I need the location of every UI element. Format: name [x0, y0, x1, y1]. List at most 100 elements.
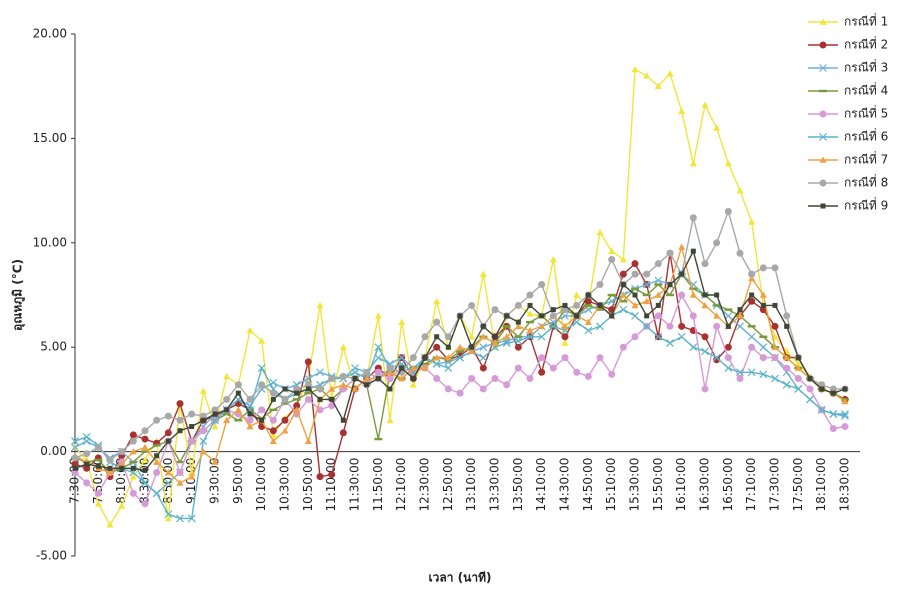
- x-axis-title: เวลา (นาที): [429, 571, 492, 585]
- data-point: [445, 385, 452, 392]
- series-line: [75, 247, 845, 483]
- data-point: [632, 312, 639, 319]
- data-point: [690, 160, 697, 166]
- x-tick-label: 13:10:00: [464, 458, 478, 512]
- data-point: [690, 214, 697, 221]
- legend-label: กรณีที่ 5: [844, 105, 888, 121]
- data-point: [632, 271, 639, 278]
- data-point: [129, 461, 137, 463]
- data-point: [713, 124, 720, 130]
- data-point: [643, 72, 650, 78]
- data-point: [480, 385, 487, 392]
- data-point: [515, 302, 522, 309]
- data-point: [305, 396, 312, 403]
- data-point: [352, 369, 359, 376]
- data-point: [724, 308, 732, 310]
- data-point: [259, 418, 264, 423]
- data-point: [83, 450, 90, 457]
- data-point: [188, 438, 195, 445]
- data-point: [305, 358, 312, 365]
- data-point: [166, 439, 171, 444]
- x-tick-label: 14:10:00: [534, 458, 548, 512]
- x-tick-label: 15:10:00: [604, 458, 618, 512]
- data-point: [573, 369, 580, 376]
- data-point: [200, 427, 207, 434]
- data-point: [633, 293, 638, 298]
- data-point: [830, 425, 837, 432]
- data-point: [83, 433, 90, 440]
- x-tick-label: 11:10:00: [324, 458, 338, 512]
- y-axis-title: อุณหภูมิ (°C): [11, 259, 26, 331]
- data-point: [363, 369, 370, 376]
- data-point: [819, 386, 824, 391]
- data-point: [563, 303, 568, 308]
- x-tick-label: 15:30:00: [628, 458, 642, 512]
- data-point: [737, 323, 744, 330]
- data-point: [667, 70, 674, 76]
- data-point: [388, 386, 393, 391]
- y-tick-label: 10.00: [33, 235, 67, 249]
- legend-label: กรณีที่ 7: [844, 151, 888, 167]
- data-point: [317, 385, 324, 392]
- data-point: [305, 438, 312, 444]
- data-point: [702, 348, 709, 355]
- data-point: [258, 381, 265, 388]
- data-point: [94, 459, 102, 461]
- data-point: [725, 208, 732, 215]
- y-tick-label: 5.00: [40, 340, 67, 354]
- x-tick-label: 18:10:00: [814, 458, 828, 512]
- data-point: [609, 313, 614, 318]
- data-point: [317, 369, 324, 376]
- x-tick-label: 17:10:00: [744, 458, 758, 512]
- series-line: [75, 70, 845, 525]
- data-point: [293, 398, 301, 400]
- data-point: [468, 375, 475, 382]
- data-point: [516, 320, 521, 325]
- x-tick-label: 12:10:00: [394, 458, 408, 512]
- data-point: [655, 260, 662, 267]
- x-tick-label: 18:30:00: [838, 458, 852, 512]
- data-point: [666, 294, 674, 296]
- data-point: [95, 444, 102, 451]
- data-point: [748, 344, 755, 351]
- data-point: [713, 323, 720, 330]
- data-point: [213, 412, 218, 417]
- data-point: [772, 375, 779, 382]
- data-point: [72, 454, 79, 461]
- data-point: [374, 438, 382, 440]
- data-point: [328, 375, 335, 382]
- data-point: [176, 461, 184, 463]
- data-point: [691, 249, 696, 254]
- data-point: [340, 373, 347, 380]
- data-point: [620, 271, 627, 278]
- data-point: [131, 466, 136, 471]
- data-point: [725, 160, 732, 166]
- data-point: [573, 292, 580, 298]
- data-point: [375, 369, 382, 376]
- data-point: [433, 375, 440, 382]
- data-point: [737, 187, 744, 193]
- data-point: [608, 256, 615, 263]
- x-tick-label: 11:50:00: [371, 458, 385, 512]
- data-point: [503, 381, 510, 388]
- data-point: [119, 466, 124, 471]
- data-point: [247, 396, 254, 403]
- data-point: [597, 229, 604, 235]
- data-point: [258, 406, 265, 413]
- data-point: [282, 396, 289, 403]
- data-point: [737, 250, 744, 257]
- data-point: [678, 243, 685, 249]
- legend-marker: [821, 204, 826, 209]
- data-point: [433, 319, 440, 326]
- data-point: [177, 400, 184, 407]
- data-point: [689, 288, 697, 290]
- data-point: [270, 417, 277, 424]
- data-point: [492, 306, 499, 313]
- data-point: [387, 417, 394, 423]
- data-point: [643, 298, 650, 304]
- data-point: [702, 260, 709, 267]
- data-point: [597, 354, 604, 361]
- data-point: [458, 313, 463, 318]
- data-point: [538, 354, 545, 361]
- data-point: [410, 354, 417, 361]
